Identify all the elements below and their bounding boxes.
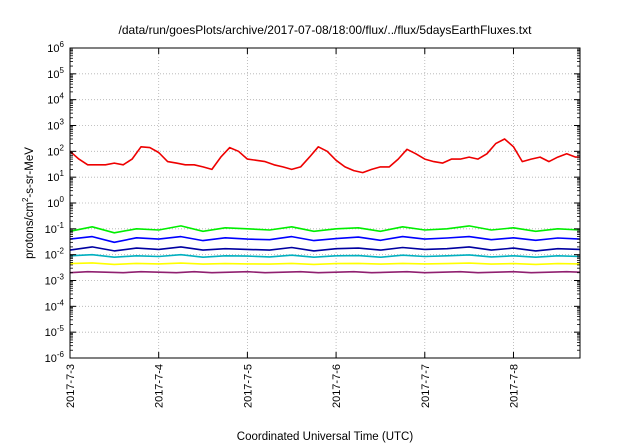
y-axis-label-suffix: -s-sr-MeV [24, 147, 36, 198]
y-tick-label: 10-5 [45, 324, 65, 339]
y-tick-base: 10 [45, 250, 57, 262]
y-tick-exp: -5 [57, 324, 65, 333]
y-tick-base: 10 [47, 121, 59, 133]
y-tick-exp: -6 [57, 350, 65, 359]
y-axis-label-prefix: protons/cm [24, 202, 36, 259]
x-tick-label: 2017-7-5 [242, 364, 254, 408]
y-tick-label: 10-6 [45, 350, 65, 365]
y-axis-label-sup: 2 [21, 197, 30, 202]
y-tick-base: 10 [45, 301, 57, 313]
y-tick-exp: 0 [60, 195, 65, 204]
y-tick-base: 10 [45, 353, 57, 365]
y-tick-base: 10 [45, 276, 57, 288]
x-tick-label: 2017-7-4 [154, 364, 166, 408]
y-tick-exp: -1 [57, 221, 65, 230]
y-tick-label: 105 [47, 66, 64, 81]
x-tick-label: 2017-7-8 [508, 364, 520, 408]
y-tick-exp: 1 [60, 169, 65, 178]
x-tick-label: 2017-7-3 [65, 364, 77, 408]
y-tick-base: 10 [47, 69, 59, 81]
x-axis-label: Coordinated Universal Time (UTC) [237, 431, 414, 443]
y-tick-label: 10-4 [45, 298, 65, 313]
y-tick-label: 106 [47, 40, 64, 55]
x-tick-labels: 2017-7-3 2017-7-4 2017-7-5 2017-7-6 2017-7-7… [65, 364, 520, 408]
y-tick-base: 10 [47, 172, 59, 184]
y-tick-exp: 4 [60, 92, 65, 101]
y-tick-base: 10 [45, 224, 57, 236]
series-line-2 [69, 235, 581, 244]
x-tick-label: 2017-7-6 [331, 364, 343, 408]
y-tick-exp: 5 [60, 66, 65, 75]
series-line-5 [69, 262, 581, 266]
y-tick-exp: 2 [60, 143, 65, 152]
y-tick-label: 100 [47, 195, 64, 210]
y-tick-base: 10 [45, 327, 57, 339]
y-tick-label: 104 [47, 92, 64, 107]
grid [70, 48, 580, 358]
y-tick-base: 10 [47, 43, 59, 55]
y-tick-exp: -3 [57, 273, 65, 282]
series-line-4 [69, 253, 581, 259]
series-line-3 [69, 246, 581, 252]
x-tick-label: 2017-7-7 [420, 364, 432, 408]
y-axis-label: protons/cm2-s-sr-MeV [21, 147, 36, 259]
chart-title: /data/run/goesPlots/archive/2017-07-08/1… [119, 23, 533, 37]
series-line-1 [69, 225, 581, 234]
y-tick-label: 10-1 [45, 221, 65, 236]
y-tick-exp: -2 [57, 247, 65, 256]
y-tick-base: 10 [47, 198, 59, 210]
y-tick-exp: 6 [60, 40, 65, 49]
y-tick-base: 10 [47, 146, 59, 158]
series-group [69, 138, 581, 274]
y-tick-label: 10-2 [45, 247, 65, 262]
y-tick-label: 10-3 [45, 273, 65, 288]
y-tick-exp: -4 [57, 298, 65, 307]
y-tick-exp: 3 [60, 118, 65, 127]
y-tick-label: 102 [47, 143, 64, 158]
series-line-6 [69, 270, 581, 274]
y-tick-labels: 10-610-510-410-310-210-11001011021031041… [45, 40, 65, 365]
series-line-0 [69, 138, 580, 174]
y-tick-label: 103 [47, 118, 64, 133]
ticks [69, 47, 580, 359]
y-tick-label: 101 [47, 169, 64, 184]
y-tick-base: 10 [47, 95, 59, 107]
